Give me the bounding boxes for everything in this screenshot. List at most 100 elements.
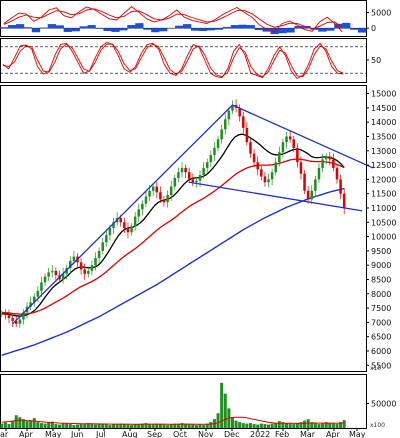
volume-bar [274,423,278,428]
candle-body [252,153,256,163]
candle-body [155,186,159,193]
candle-body [137,209,141,217]
volume-bar [285,423,289,428]
volume-bar [65,423,69,428]
candle-body [133,216,137,227]
volume-bar [263,424,267,428]
volume-bar [122,424,126,428]
volume-bar [256,424,260,428]
macd-histogram-bar [159,28,168,32]
oscillator-slow-line [2,43,344,78]
candle-body [29,302,32,307]
volume-bar [101,424,105,428]
volume-bar [144,423,148,428]
price-panel-frame [0,85,367,372]
volume-bar [36,422,40,428]
candle-body [191,179,195,183]
volume-bar [324,422,328,428]
price-ytick-label: 11000 [371,204,396,213]
volume-bar [47,422,51,428]
candle-body [274,162,277,173]
volume-bar [277,421,281,428]
x-tick-label: ar [0,430,9,438]
macd-histogram-bar [326,28,335,31]
candle-body [112,222,115,228]
macd-histogram-bar [222,26,232,29]
volume-bar [119,423,123,428]
macd-histogram-bar [198,28,208,31]
candle-body [40,282,43,291]
volume-bar [299,422,303,428]
volume-bar [104,424,108,428]
x-tick-label: Mar [300,430,316,438]
volume-bar [83,424,87,428]
macd-histogram-bar [7,25,17,29]
macd-histogram-bar [318,28,327,32]
macd-histogram-bar [214,28,224,30]
panel-content [0,6,374,428]
candle-body [54,270,58,276]
macd-histogram-bar [286,28,295,33]
x-tick-label: Aug [122,430,138,438]
candle-body [202,167,205,176]
macd-histogram-bar [95,28,104,29]
x-tick-label: Apr [19,430,34,438]
candle-body [123,222,126,228]
oscillator-ytick-label: 50 [371,56,381,65]
price-ytick-label: 5500 [371,361,391,370]
candle-body [144,196,148,204]
volume-bar [126,424,130,428]
candle-body [205,162,209,168]
volume-bar [21,419,25,428]
macd-histogram-bar [47,24,56,29]
macd-ytick-label: 5000 [371,9,391,18]
candle-body [227,110,231,120]
volume-bar [0,423,4,428]
volume-bar [90,424,94,428]
volume-bar [194,425,198,428]
candle-body [342,193,346,208]
candle-body [198,175,202,181]
volume-bar [241,423,245,428]
price-ytick-label: 8000 [371,290,391,299]
x-tick-label: Sep [147,430,162,438]
price-ytick-label: 13500 [371,132,396,141]
volume-ma-line [1,416,345,425]
candle-body [119,217,123,223]
candle-body [288,136,292,140]
volume-bar [288,423,292,428]
volume-bar [180,423,184,428]
candle-body [50,270,54,273]
volume-bar [331,423,335,428]
volume-bar [313,423,317,428]
candle-body [278,152,281,163]
volume-bar [321,423,325,428]
volume-bar [310,422,314,428]
volume-bar [317,424,321,428]
volume-bar [216,413,220,428]
macd-histogram-bar [23,27,33,29]
macd-signal-line [3,8,343,30]
volume-bar [191,424,195,428]
volume-bar [339,422,343,428]
macd-histogram-bar [31,28,41,33]
candle-body [177,172,180,178]
macd-histogram-bar [230,25,239,29]
price-ytick-label: 7000 [371,318,391,327]
price-ytick-label: 9000 [371,261,391,270]
candle-body [162,199,166,203]
price-scale-note: x10 [370,365,381,372]
volume-bar [140,423,144,428]
volume-bar [94,424,98,428]
volume-bar [234,420,238,428]
volume-bar [29,420,33,428]
candle-body [97,250,101,259]
candle-body [339,179,342,194]
price-ytick-label: 12500 [371,161,396,170]
candle-body [32,296,36,303]
candle-body [90,265,94,271]
candle-body [169,186,173,196]
candle-body [151,186,155,191]
x-tick-label: May [349,430,366,438]
